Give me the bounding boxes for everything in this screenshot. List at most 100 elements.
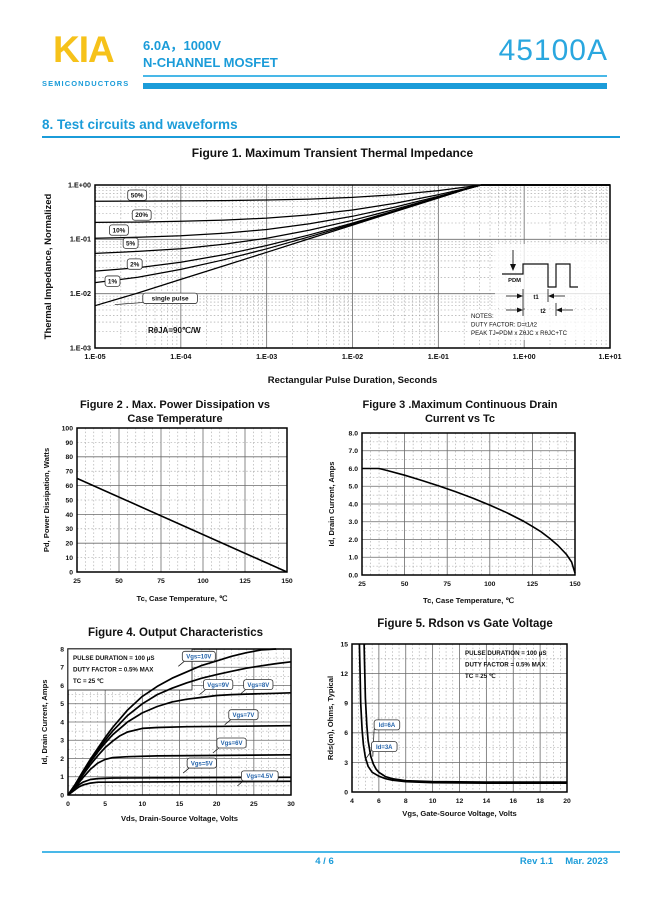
svg-text:5: 5 [103,801,107,808]
svg-text:12: 12 [340,671,348,678]
svg-text:t2: t2 [540,309,546,315]
svg-text:40: 40 [65,512,73,519]
svg-text:Vds, Drain-Source Voltage, Vol: Vds, Drain-Source Voltage, Volts [121,814,238,823]
brand-logo: KIA [53,29,115,70]
svg-text:t1: t1 [533,295,539,301]
svg-text:20: 20 [213,801,221,808]
svg-text:125: 125 [239,578,251,585]
svg-text:20%: 20% [135,212,148,219]
svg-text:1.E-05: 1.E-05 [84,352,105,361]
figure5-title: Figure 5. Rdson vs Gate Voltage [377,618,553,630]
svg-text:15: 15 [340,641,348,648]
svg-text:150: 150 [569,581,581,588]
svg-text:7.0: 7.0 [349,448,359,455]
section-heading: 8. Test circuits and waveforms [42,117,238,132]
header-rule-thick [143,83,607,89]
figure2-chart: 25 50 75 100 125 150 0 10 20 30 40 50 60 70 80 90 100 Tc,… [42,425,293,603]
revision-info: Rev 1.1 Mar. 2023 [508,856,608,867]
svg-text:150: 150 [281,578,293,585]
svg-text:Thermal Impedance, Normalized: Thermal Impedance, Normalized [43,193,54,339]
svg-text:6: 6 [60,683,64,690]
svg-text:Vgs=5V: Vgs=5V [191,761,213,767]
svg-text:1: 1 [60,774,64,781]
svg-text:Vgs=9V: Vgs=9V [207,683,229,689]
svg-text:1.0: 1.0 [349,555,359,562]
svg-text:7: 7 [60,665,64,672]
svg-text:8: 8 [60,646,64,653]
svg-text:RθJA=90℃/W: RθJA=90℃/W [148,326,201,335]
svg-text:TC = 25 ℃: TC = 25 ℃ [465,673,496,680]
brand-logo-subtext: SEMICONDUCTORS [42,79,130,88]
figure5-chart: 4 6 8 10 12 14 16 18 20 0 3 6 9 12 15 PULSE DURATION = … [326,641,571,818]
svg-text:TC = 25 ℃: TC = 25 ℃ [73,678,104,685]
svg-text:25: 25 [358,581,366,588]
svg-text:10: 10 [139,801,147,808]
svg-text:18: 18 [536,798,544,805]
svg-text:0.0: 0.0 [349,572,359,579]
svg-text:1.E-03: 1.E-03 [70,343,91,352]
device-rating: 6.0A，1000V [143,38,222,53]
svg-text:single pulse: single pulse [152,296,189,303]
svg-text:4: 4 [60,719,64,726]
svg-text:15: 15 [176,801,184,808]
svg-text:12: 12 [456,798,464,805]
svg-text:Id, Drain Current, Amps: Id, Drain Current, Amps [40,680,49,765]
svg-text:PULSE DURATION = 100 μS: PULSE DURATION = 100 μS [73,655,155,662]
svg-text:1.E+00: 1.E+00 [513,352,536,361]
svg-text:10%: 10% [113,227,126,234]
svg-text:1.E-04: 1.E-04 [170,352,191,361]
svg-text:Vgs=10V: Vgs=10V [186,655,211,661]
svg-text:1.E+00: 1.E+00 [68,180,91,189]
svg-text:Rectangular Pulse Duration, Se: Rectangular Pulse Duration, Seconds [268,375,437,386]
svg-text:75: 75 [157,578,165,585]
svg-text:50: 50 [65,497,73,504]
svg-text:Rds(on), Ohms, Typical: Rds(on), Ohms, Typical [326,676,335,760]
svg-text:Vgs=8V: Vgs=8V [247,683,269,689]
svg-text:2%: 2% [130,261,140,268]
svg-text:125: 125 [527,581,539,588]
svg-text:Pd, Power Dissipation, Watts: Pd, Power Dissipation, Watts [42,448,51,552]
svg-text:DUTY FACTOR = 0.5% MAX: DUTY FACTOR = 0.5% MAX [73,667,154,674]
svg-text:1.E-03: 1.E-03 [256,352,277,361]
svg-text:DUTY FACTOR: D=t1/t2: DUTY FACTOR: D=t1/t2 [471,322,538,329]
svg-text:60: 60 [65,483,73,490]
svg-text:6.0: 6.0 [349,466,359,473]
part-number: 45100A [498,34,608,67]
svg-text:20: 20 [65,541,73,548]
svg-text:25: 25 [73,578,81,585]
svg-text:PULSE DURATION = 100 μS: PULSE DURATION = 100 μS [465,650,547,657]
svg-text:0: 0 [66,801,70,808]
figure3-chart: 25 50 75 100 125 150 0.0 1.0 2.0 3.0 4.0 5.0 6.0 7.0 8… [327,430,581,605]
svg-text:5%: 5% [126,240,136,247]
svg-text:Vgs=4.5V: Vgs=4.5V [246,774,273,780]
device-summary: 6.0A，1000V N-CHANNEL MOSFET [143,37,278,71]
svg-text:20: 20 [563,798,571,805]
svg-text:14: 14 [483,798,491,805]
svg-text:PDM: PDM [508,278,521,284]
svg-text:70: 70 [65,469,73,476]
svg-text:NOTES:: NOTES: [471,313,494,320]
svg-text:6: 6 [344,730,348,737]
svg-text:25: 25 [250,801,258,808]
figure4-title: Figure 4. Output Characteristics [87,627,264,639]
svg-text:Id, Drain Current, Amps: Id, Drain Current, Amps [327,462,336,547]
svg-text:0: 0 [60,792,64,799]
svg-text:1%: 1% [108,278,118,285]
svg-text:0: 0 [344,789,348,796]
svg-text:8: 8 [404,798,408,805]
svg-text:10: 10 [429,798,437,805]
svg-text:2.0: 2.0 [349,537,359,544]
svg-text:3: 3 [344,760,348,767]
device-type: N-CHANNEL MOSFET [143,55,278,70]
svg-text:2: 2 [60,756,64,763]
section-heading-rule [42,136,620,138]
svg-text:10: 10 [65,555,73,562]
svg-text:Tc, Case Temperature, ℃: Tc, Case Temperature, ℃ [137,594,228,603]
svg-text:100: 100 [197,578,209,585]
svg-text:50%: 50% [131,192,144,199]
svg-text:9: 9 [344,701,348,708]
svg-text:3: 3 [60,738,64,745]
svg-text:Id=6A: Id=6A [379,723,396,729]
svg-text:30: 30 [65,526,73,533]
header-rule-thin [143,75,607,77]
